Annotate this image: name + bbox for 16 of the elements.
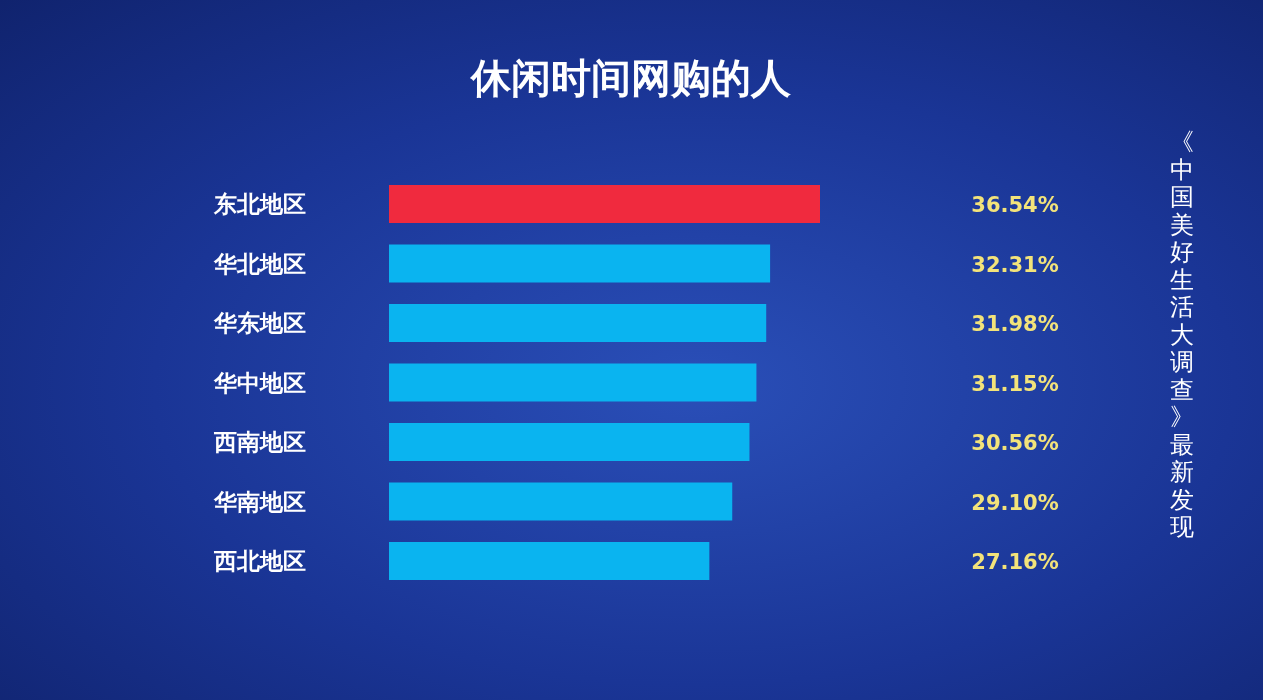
data-label: 31.15%	[971, 371, 1059, 396]
data-label: 29.10%	[971, 490, 1059, 515]
y-tick-label: 华北地区	[213, 250, 306, 277]
y-tick-label: 西南地区	[213, 429, 306, 455]
data-label: 31.98%	[971, 312, 1059, 336]
data-label: 32.31%	[971, 252, 1059, 277]
y-tick-label: 西北地区	[213, 548, 306, 574]
y-tick-label: 华南地区	[213, 488, 306, 515]
data-label: 36.54%	[971, 193, 1059, 217]
y-tick-label: 东北地区	[213, 191, 306, 217]
chart-title: 休闲时间网购的人	[469, 55, 792, 101]
data-label: 30.56%	[971, 431, 1059, 455]
text: 《中国美好生活大调查》最新发现	[1170, 128, 1194, 541]
y-tick-label: 华中地区	[213, 369, 306, 396]
y-tick-label: 华东地区	[213, 310, 306, 336]
data-label: 27.16%	[971, 550, 1059, 574]
